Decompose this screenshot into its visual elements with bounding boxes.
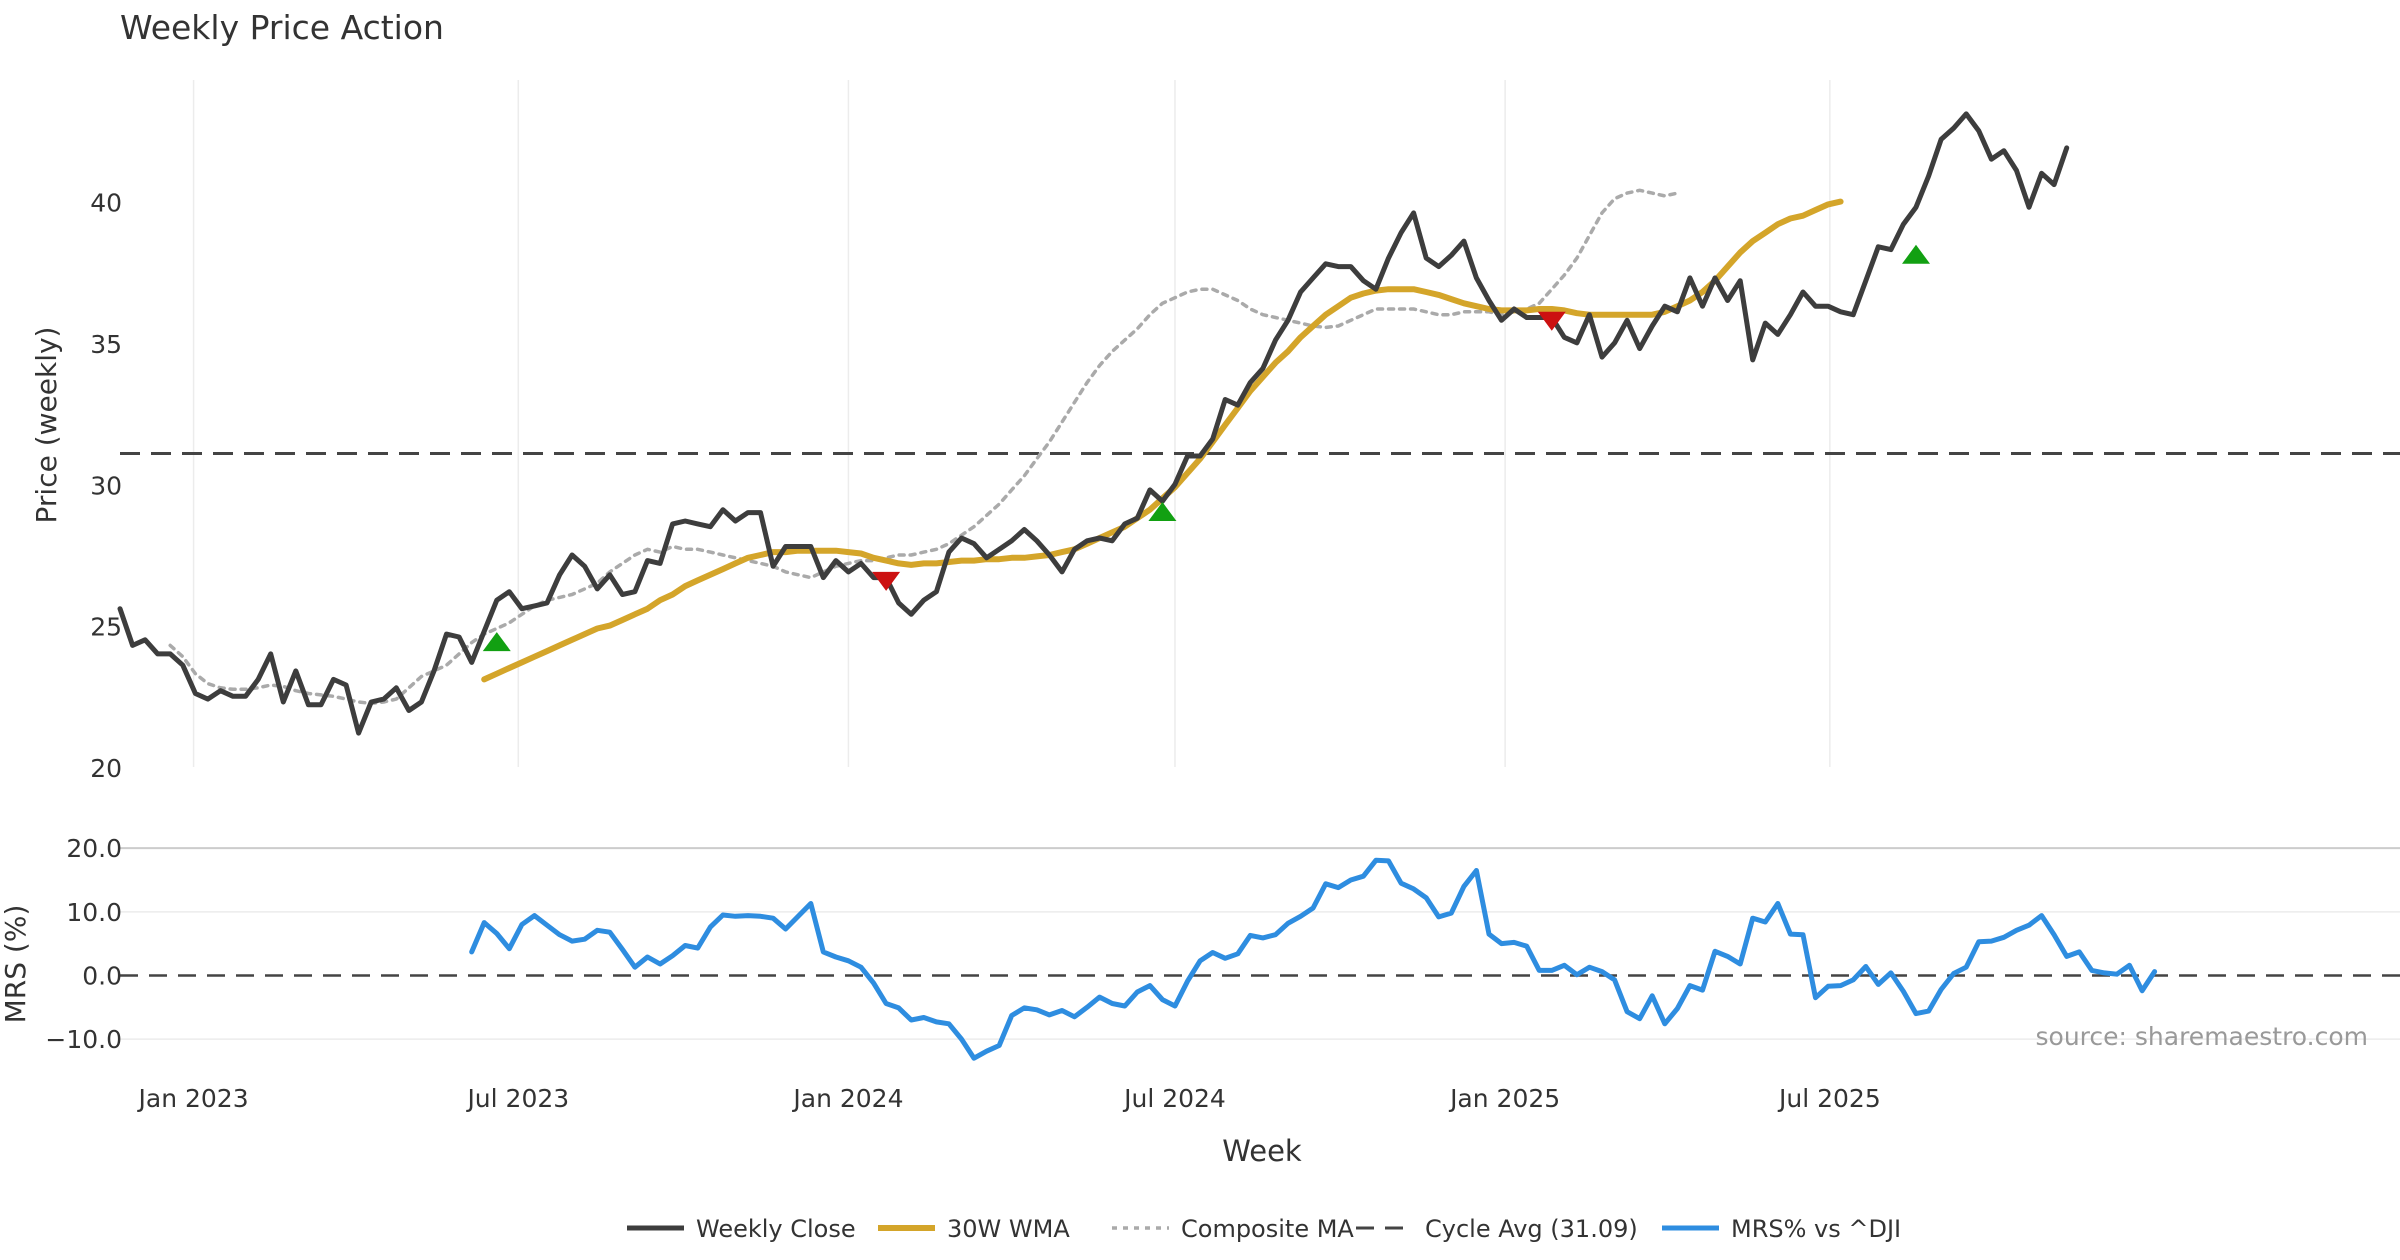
price-series	[117, 111, 2070, 736]
mrs-y-ticks: 20.0 10.0 0.0 −10.0	[45, 834, 122, 1054]
price-ytick-label: 25	[90, 613, 122, 642]
x-axis-label: Week	[1222, 1134, 1302, 1168]
legend-label: MRS% vs ^DJI	[1731, 1215, 1901, 1243]
price-y-axis-label: Price (weekly)	[30, 327, 63, 524]
mrs-ytick-label: 0.0	[82, 961, 122, 990]
x-axis-ticks: Jan 2023 Jul 2023 Jan 2024 Jul 2024 Jan 2025…	[137, 1084, 1881, 1113]
x-tick-label: Jan 2023	[137, 1084, 249, 1113]
price-y-ticks: 20 25 30 35 40	[90, 189, 122, 783]
x-tick-label: Jan 2025	[1448, 1084, 1560, 1113]
mrs-y-axis-label: MRS (%)	[0, 905, 32, 1024]
buy-signal-marker	[1148, 502, 1177, 522]
mrs-gridlines	[120, 847, 2400, 1040]
buy-signal-marker	[482, 632, 511, 652]
mrs-line	[469, 857, 2158, 1061]
sell-signal-marker	[1537, 311, 1566, 331]
weekly-close-line	[117, 111, 2070, 736]
x-tick-label: Jul 2023	[465, 1084, 569, 1113]
price-ytick-label: 40	[90, 189, 122, 218]
legend: Weekly Close 30W WMA Composite MA Cycle Avg…	[627, 1215, 1901, 1243]
price-ytick-label: 30	[90, 471, 122, 500]
legend-label: Cycle Avg (31.09)	[1425, 1215, 1638, 1243]
mrs-panel: 20.0 10.0 0.0 −10.0 MRS (%) source: sharema…	[0, 834, 2400, 1061]
legend-label: 30W WMA	[947, 1215, 1070, 1243]
legend-label: Composite MA	[1181, 1215, 1354, 1243]
mrs-series	[469, 857, 2158, 1061]
x-tick-label: Jul 2024	[1122, 1084, 1226, 1113]
x-tick-label: Jan 2024	[791, 1084, 903, 1113]
price-gridlines	[192, 80, 1831, 767]
buy-signal-marker	[1901, 244, 1930, 264]
30w-wma-line	[481, 198, 1844, 683]
x-tick-label: Jul 2025	[1777, 1084, 1881, 1113]
mrs-ytick-label: 10.0	[66, 898, 122, 927]
chart-title: Weekly Price Action	[120, 8, 444, 47]
mrs-ytick-label: 20.0	[66, 834, 122, 863]
source-note: source: sharemaestro.com	[2036, 1022, 2369, 1051]
signal-markers	[482, 244, 1930, 652]
composite-ma-line	[168, 188, 1680, 706]
legend-label: Weekly Close	[696, 1215, 856, 1243]
price-ytick-label: 20	[90, 754, 122, 783]
sell-signal-marker	[872, 571, 901, 591]
price-ytick-label: 35	[90, 330, 122, 359]
mrs-ytick-label: −10.0	[45, 1025, 122, 1054]
price-panel: 20 25 30 35 40 Price (weekly)	[30, 80, 2400, 783]
